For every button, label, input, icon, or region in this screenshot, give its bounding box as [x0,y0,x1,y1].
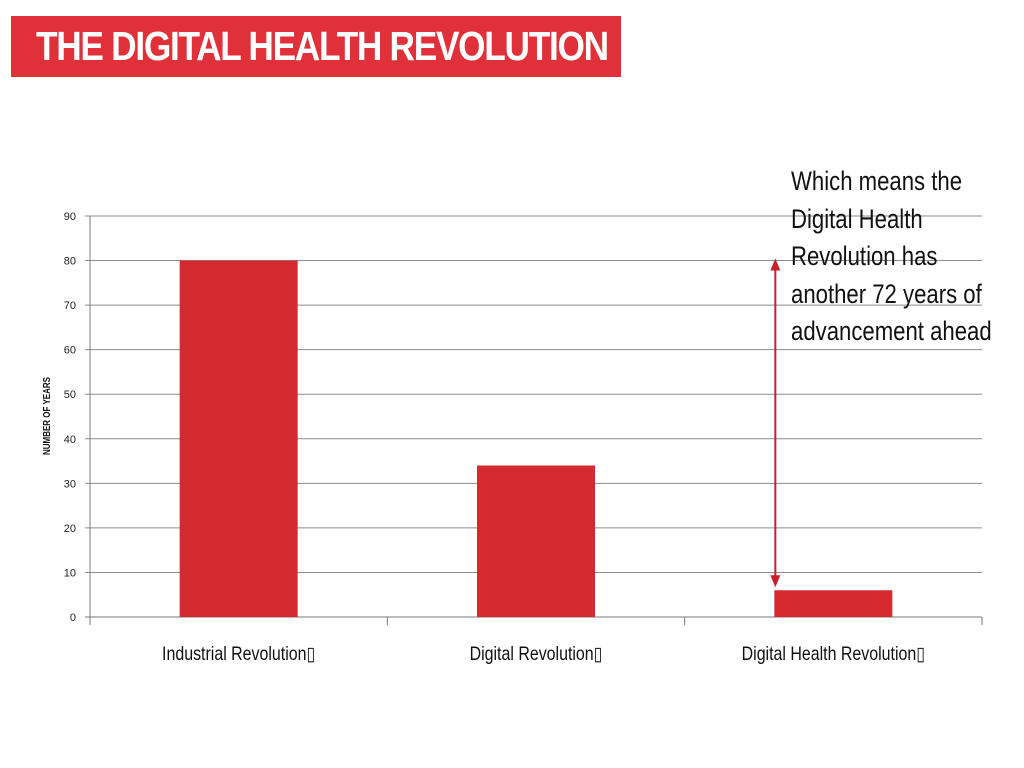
annotation-line: advancement ahead [791,316,992,346]
annotation-line: another 72 years of [791,278,982,309]
x-category-label: Digital Health Revolution▯ [742,643,925,665]
y-tick-label: 30 [64,478,76,490]
bar [477,465,595,617]
annotation-text: Which means the Digital Health Revolutio… [791,163,1021,351]
x-category-label: Industrial Revolution▯ [162,643,315,665]
annotation-line: Which means the [791,166,963,196]
y-tick-label: 60 [64,345,76,357]
annotation-arrowhead-down [770,575,781,588]
y-tick-label: 80 [64,256,76,268]
bar [774,590,893,617]
y-tick-label: 0 [70,612,76,624]
slide-title: THE DIGITAL HEALTH REVOLUTION [36,23,609,69]
bar [179,260,298,617]
y-tick-label: 70 [64,300,76,312]
title-banner: THE DIGITAL HEALTH REVOLUTION [11,16,621,77]
annotation-arrowhead-up [770,258,781,271]
annotation-line: Digital Health [791,203,923,234]
y-tick-label: 10 [64,567,76,579]
annotation-line: Revolution has [791,241,938,271]
y-axis-title: NUMBER OF YEARS [41,377,52,455]
y-tick-label: 20 [64,523,76,535]
y-tick-label: 50 [64,389,76,401]
y-tick-label: 90 [64,211,76,223]
y-tick-label: 40 [64,434,76,446]
x-category-label: Digital Revolution▯ [470,643,603,665]
